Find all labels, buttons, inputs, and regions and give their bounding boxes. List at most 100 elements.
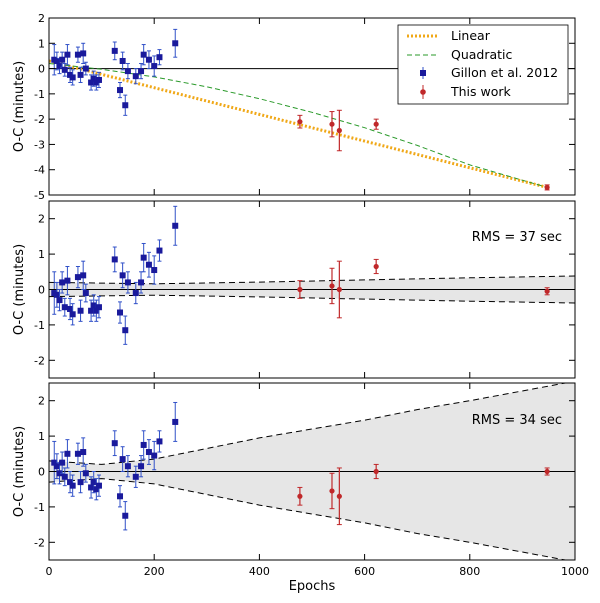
gillon-point	[140, 254, 147, 261]
gillon-point	[122, 102, 129, 109]
y-tick-label: -2	[34, 354, 45, 367]
gillon-point	[56, 297, 63, 304]
y-tick-label: 0	[38, 284, 45, 297]
y-tick-label: -2	[34, 113, 45, 126]
gillon-point	[53, 57, 60, 64]
thiswork-point	[336, 493, 342, 499]
gillon-point	[145, 449, 152, 456]
gillon-point	[88, 484, 95, 491]
legend-box	[397, 24, 569, 105]
gillon-point	[151, 63, 158, 70]
y-tick-label: 1	[38, 248, 45, 261]
bottom-panel: -2 -1 0 1 2 O-C (minutes) RMS = 34 sec	[12, 382, 576, 561]
gillon-point	[172, 40, 179, 47]
thiswork-point	[297, 119, 303, 125]
y-tick-label: -1	[34, 88, 45, 101]
gillon-point	[67, 479, 74, 486]
linear-fit-line	[49, 59, 548, 189]
gillon-point	[64, 450, 71, 457]
gillon-point	[56, 470, 63, 477]
top-panel-ylabel: O-C (minutes)	[12, 61, 27, 152]
gillon-point	[61, 473, 68, 480]
gillon-point	[132, 73, 139, 80]
gillon-point	[111, 440, 118, 447]
legend-swatch-thiswork	[420, 89, 426, 95]
gillon-point	[151, 267, 158, 274]
gillon-point	[77, 479, 84, 486]
gillon-point	[80, 50, 87, 57]
gillon-point	[111, 47, 118, 54]
gillon-point	[156, 247, 163, 254]
thiswork-point	[544, 184, 550, 191]
legend-swatch-gillon	[420, 70, 426, 76]
gillon-point	[138, 463, 145, 470]
x-tick-label: 600	[354, 565, 375, 578]
middle-panel: -2 -1 0 1 2 O-C (minutes) RMS = 37 sec	[12, 200, 576, 379]
gillon-point	[59, 56, 66, 63]
gillon-point	[172, 418, 179, 425]
thiswork-point	[373, 263, 379, 270]
bottom-panel-ylabel: O-C (minutes)	[12, 426, 27, 517]
gillon-point	[90, 302, 97, 309]
gillon-point	[117, 493, 124, 500]
top-panel-frame	[48, 17, 576, 196]
gillon-point	[88, 307, 95, 314]
x-axis: 0 200 400 600 800 1000	[46, 565, 590, 578]
gillon-point	[124, 463, 131, 470]
bottom-panel-rms: RMS = 34 sec	[472, 413, 562, 428]
legend-label-gillon: Gillon et al. 2012	[451, 65, 558, 80]
gillon-point	[151, 452, 158, 459]
envelope-upper-line	[49, 275, 575, 285]
gillon-point	[90, 75, 97, 82]
gillon-point	[61, 66, 68, 73]
thiswork-point	[336, 127, 342, 134]
thiswork-point	[297, 286, 303, 293]
y-tick-label: -2	[34, 536, 45, 549]
gillon-point	[145, 261, 152, 268]
gillon-point	[74, 450, 81, 457]
gillon-point	[145, 56, 152, 63]
y-tick-label: -4	[34, 164, 45, 177]
gillon-point	[119, 57, 126, 64]
thiswork-point	[373, 121, 379, 127]
gillon-point	[56, 63, 63, 70]
y-tick-label: 0	[38, 466, 45, 479]
gillon-point	[77, 71, 84, 78]
gillon-point	[64, 51, 71, 58]
gillon-point	[95, 482, 102, 489]
gillon-point	[111, 256, 118, 263]
thiswork-point	[336, 286, 342, 293]
thiswork-point	[373, 468, 379, 475]
gillon-point	[59, 279, 66, 286]
gillon-point	[119, 456, 126, 463]
gillon-point	[122, 327, 129, 334]
quadratic-fit-line	[49, 63, 548, 188]
legend-label-linear: Linear	[451, 28, 491, 43]
gillon-point	[51, 459, 58, 466]
thiswork-point	[544, 468, 550, 475]
gillon-point	[93, 307, 100, 314]
gillon-point	[82, 290, 89, 297]
y-tick-label: 0	[38, 63, 45, 76]
gillon-point	[61, 304, 68, 311]
thiswork-point	[329, 121, 335, 127]
gillon-point	[122, 512, 129, 519]
gillon-point	[69, 74, 76, 81]
gillon-point	[95, 304, 102, 311]
y-tick-label: 1	[38, 37, 45, 50]
gillon-point	[117, 309, 124, 316]
gillon-point	[93, 486, 100, 493]
legend-label-thiswork: This work	[450, 84, 512, 99]
gillon-point	[124, 68, 131, 75]
gillon-point	[119, 272, 126, 279]
top-panel: -5 -4 -3 -2 -1 0 1 2 O-C (minutes) Linear Quadr…	[12, 12, 576, 202]
gillon-point	[117, 87, 124, 94]
gillon-point	[138, 279, 145, 286]
y-tick-label: -3	[34, 138, 45, 151]
gillon-point	[53, 463, 60, 470]
gillon-point	[124, 279, 131, 286]
x-tick-label: 1000	[561, 565, 589, 578]
gillon-point	[67, 305, 74, 312]
gillon-point	[140, 441, 147, 448]
